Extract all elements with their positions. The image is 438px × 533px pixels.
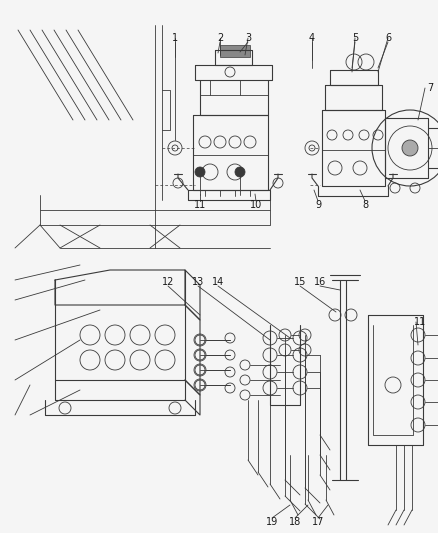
Text: 4: 4 bbox=[309, 33, 315, 43]
Text: 5: 5 bbox=[352, 33, 358, 43]
Circle shape bbox=[195, 167, 205, 177]
Text: 12: 12 bbox=[162, 277, 174, 287]
Text: 14: 14 bbox=[212, 277, 224, 287]
Circle shape bbox=[235, 167, 245, 177]
Text: 13: 13 bbox=[192, 277, 204, 287]
Text: 11: 11 bbox=[194, 200, 206, 210]
Text: 11: 11 bbox=[414, 317, 426, 327]
Text: 10: 10 bbox=[250, 200, 262, 210]
Text: 7: 7 bbox=[427, 83, 433, 93]
Text: 8: 8 bbox=[362, 200, 368, 210]
Text: 3: 3 bbox=[245, 33, 251, 43]
Circle shape bbox=[402, 140, 418, 156]
Text: 18: 18 bbox=[289, 517, 301, 527]
Text: 2: 2 bbox=[217, 33, 223, 43]
Text: 9: 9 bbox=[315, 200, 321, 210]
Text: 19: 19 bbox=[266, 517, 278, 527]
Text: 16: 16 bbox=[314, 277, 326, 287]
Text: 6: 6 bbox=[385, 33, 391, 43]
Bar bbox=[220, 45, 250, 57]
Text: 1: 1 bbox=[172, 33, 178, 43]
Text: 15: 15 bbox=[294, 277, 306, 287]
Text: 17: 17 bbox=[312, 517, 324, 527]
